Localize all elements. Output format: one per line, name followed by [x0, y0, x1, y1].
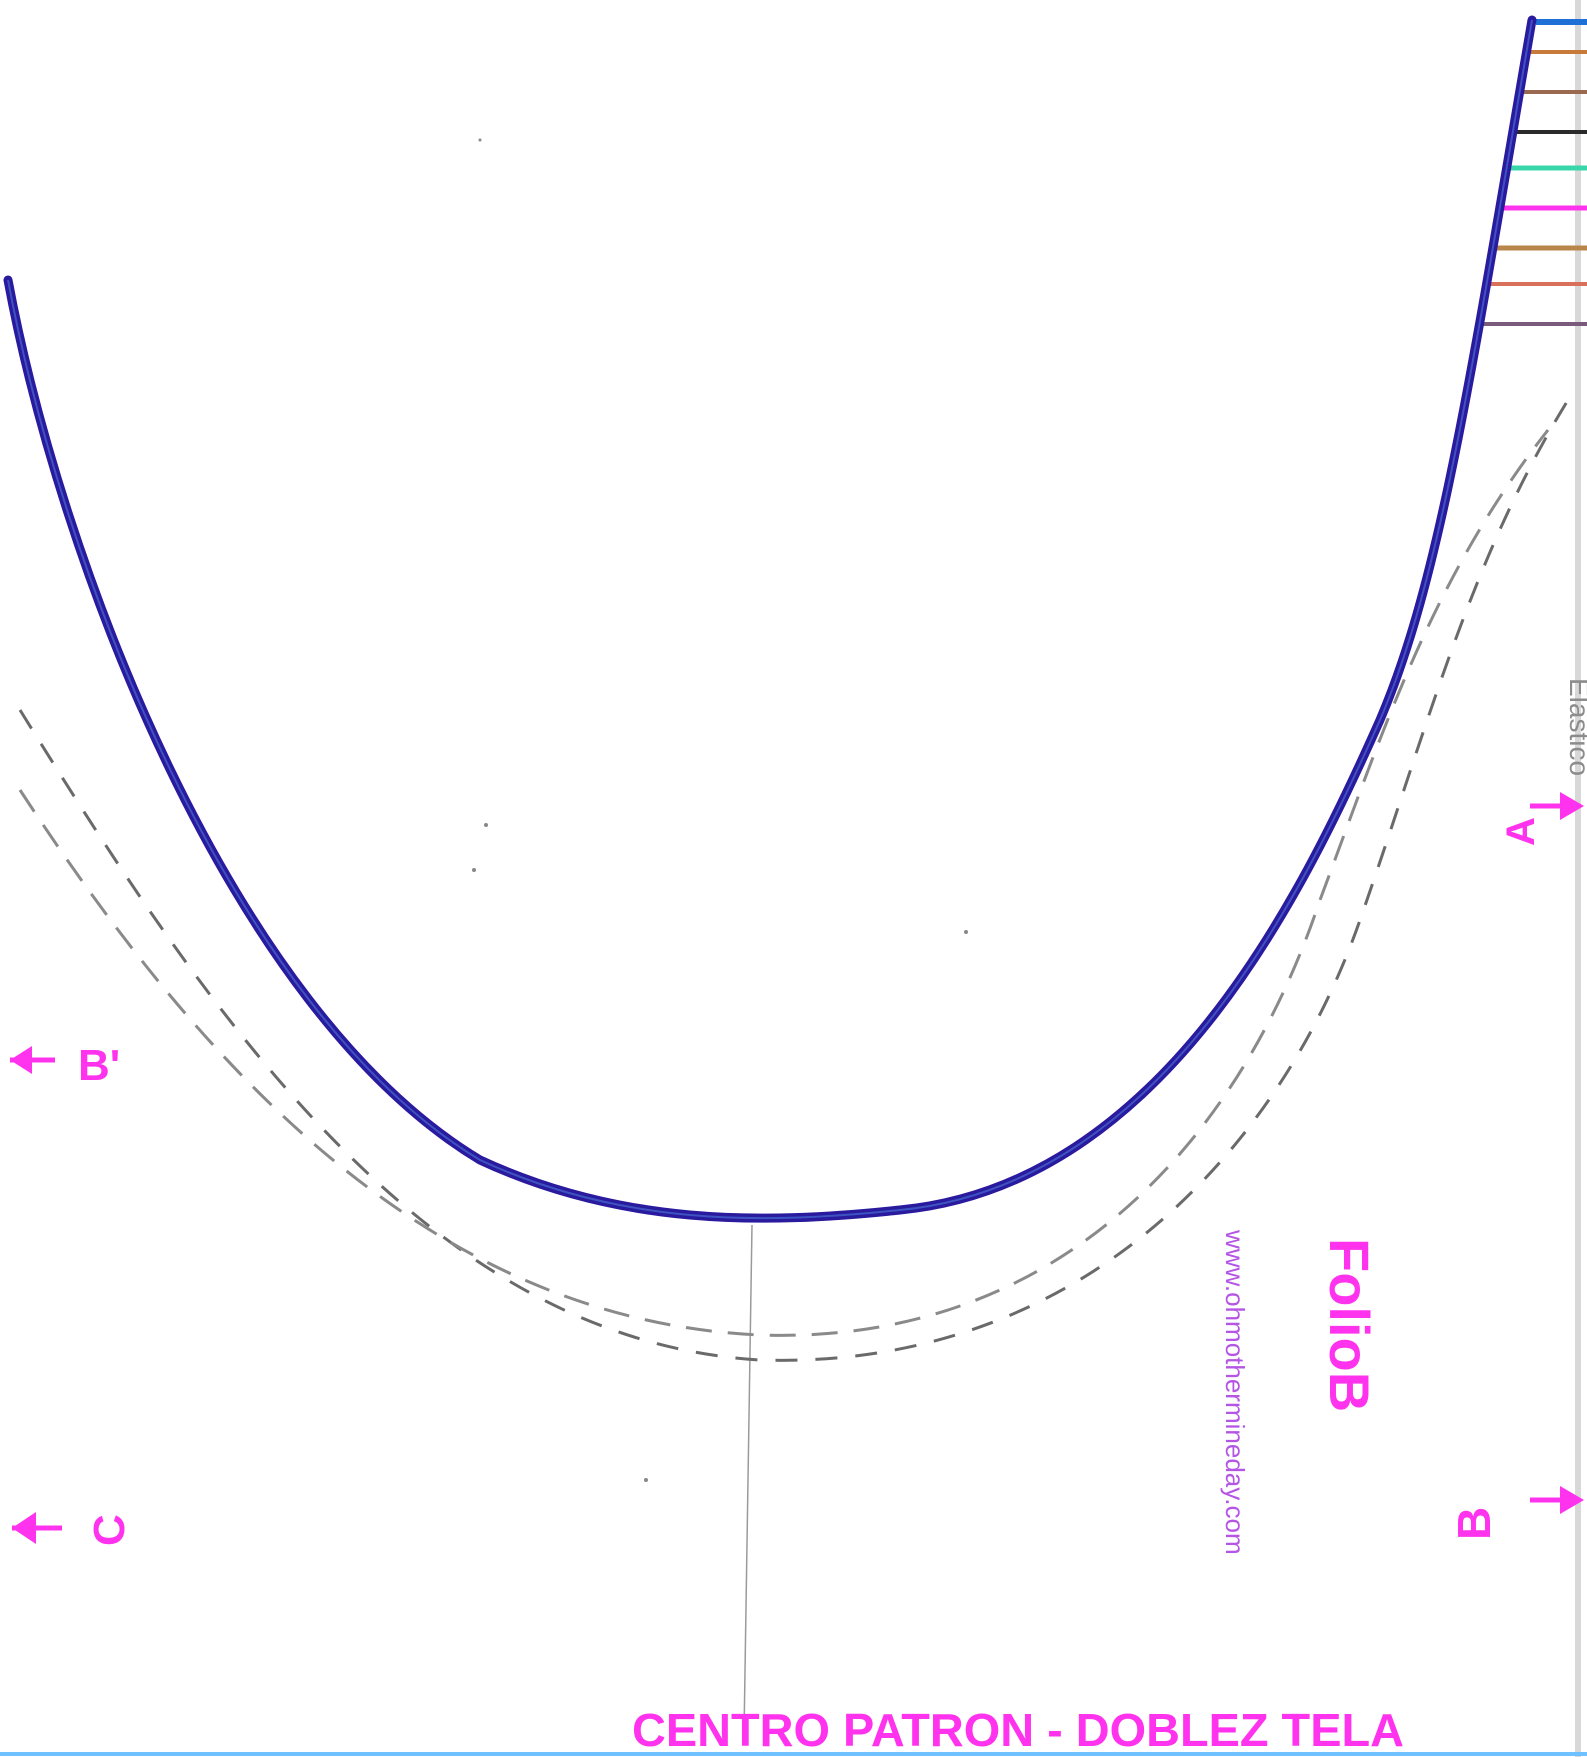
marker-b-prime: B': [78, 1041, 120, 1090]
pencil-specks: [472, 138, 968, 1482]
center-fold-label: CENTRO PATRON - DOBLEZ TELA: [632, 1704, 1404, 1756]
cut-line-highlight: [7, 19, 1533, 1220]
sheet-label: FolioB: [1318, 1238, 1381, 1412]
marker-b: B: [1448, 1507, 1500, 1540]
cut-line-curve: [3, 15, 1537, 1223]
arrow-left-icon: [12, 1512, 62, 1544]
size-lines: [1480, 19, 1587, 326]
marker-c: C: [85, 1514, 134, 1546]
center-fold-line: [743, 1224, 753, 1736]
marker-a: A: [1499, 817, 1543, 846]
seam-dashed-line-outer: [18, 399, 1570, 1362]
arrow-left-icon: [10, 1046, 55, 1074]
website-text: www.ohmothermineday.com: [1220, 1229, 1250, 1555]
arrow-right-icon: [1530, 1486, 1584, 1514]
elastic-label: Elastico: [1564, 678, 1587, 776]
arrow-right-icon: [1530, 792, 1584, 820]
seam-dashed-line-inner: [18, 429, 1550, 1337]
